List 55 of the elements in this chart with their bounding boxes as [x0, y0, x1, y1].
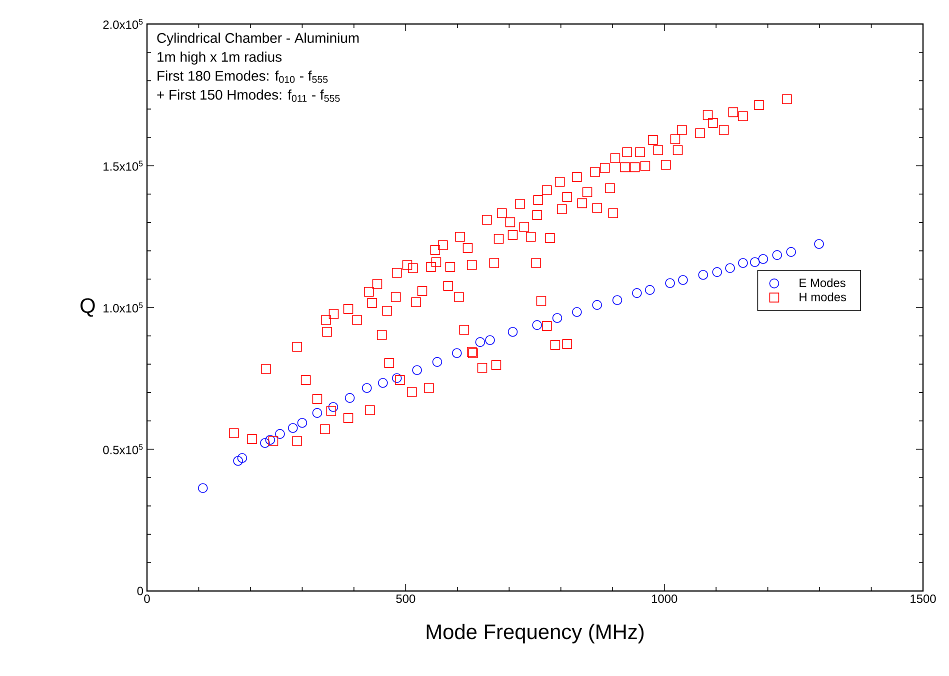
- point: [362, 383, 372, 393]
- point: [772, 250, 782, 260]
- point: [758, 254, 768, 264]
- point: [485, 335, 495, 345]
- point: [392, 373, 402, 383]
- point: [312, 408, 322, 418]
- x-tick-label: 1500: [910, 594, 936, 603]
- y-tick-label: 1.5x10$^{5}$: [104, 160, 143, 171]
- annotation: + First 150 Hmodes: f$_{011}$ - f$_{555}$: [157, 89, 340, 102]
- point: [572, 307, 582, 317]
- x-tick-label: 1000: [652, 594, 678, 603]
- x-axis-title: Mode Frequency (MHz): [426, 624, 644, 644]
- point: [265, 434, 276, 445]
- legend-label: H modes: [800, 292, 846, 302]
- y-tick-label: 0.5x10$^{5}$: [103, 444, 143, 454]
- point: [592, 300, 602, 310]
- annotation: First 180 Emodes: f$_{010}$ - f$_{555}$: [158, 70, 328, 83]
- x-tick-label: 0: [144, 594, 150, 603]
- point: [632, 288, 642, 298]
- point: [237, 453, 248, 463]
- point: [432, 357, 442, 367]
- point: [378, 378, 388, 388]
- point: [198, 483, 208, 493]
- point: [786, 247, 796, 257]
- y-tick-label: 2.0x10$^{5}$: [103, 19, 143, 29]
- point: [678, 275, 688, 285]
- point: [814, 239, 824, 249]
- point: [612, 295, 622, 306]
- point: [738, 258, 748, 268]
- point: [412, 365, 422, 376]
- point: [288, 423, 298, 433]
- point: [725, 263, 735, 273]
- annotation: 1m high x 1m radius: [158, 52, 282, 65]
- point: [452, 348, 462, 358]
- point: [532, 320, 542, 330]
- point: [665, 278, 675, 288]
- point: [644, 285, 655, 295]
- x-tick-label: 500: [396, 594, 416, 603]
- y-tick-label: 0: [137, 586, 144, 596]
- y-axis-title: Q: [80, 298, 95, 317]
- point: [712, 267, 722, 277]
- point: [698, 270, 708, 280]
- point: [552, 313, 562, 323]
- point: [328, 402, 338, 412]
- point: [260, 438, 270, 448]
- point: [508, 326, 518, 337]
- point: [275, 429, 285, 439]
- y-tick-label: 1.0x10$^{5}$: [104, 302, 143, 312]
- point: [750, 257, 760, 268]
- point: [297, 418, 308, 428]
- point: [233, 456, 243, 466]
- legend-label: E Modes: [800, 278, 846, 288]
- point: [344, 393, 355, 403]
- point: [475, 337, 486, 347]
- annotation: Cylindrical Chamber - Aluminium: [157, 32, 359, 46]
